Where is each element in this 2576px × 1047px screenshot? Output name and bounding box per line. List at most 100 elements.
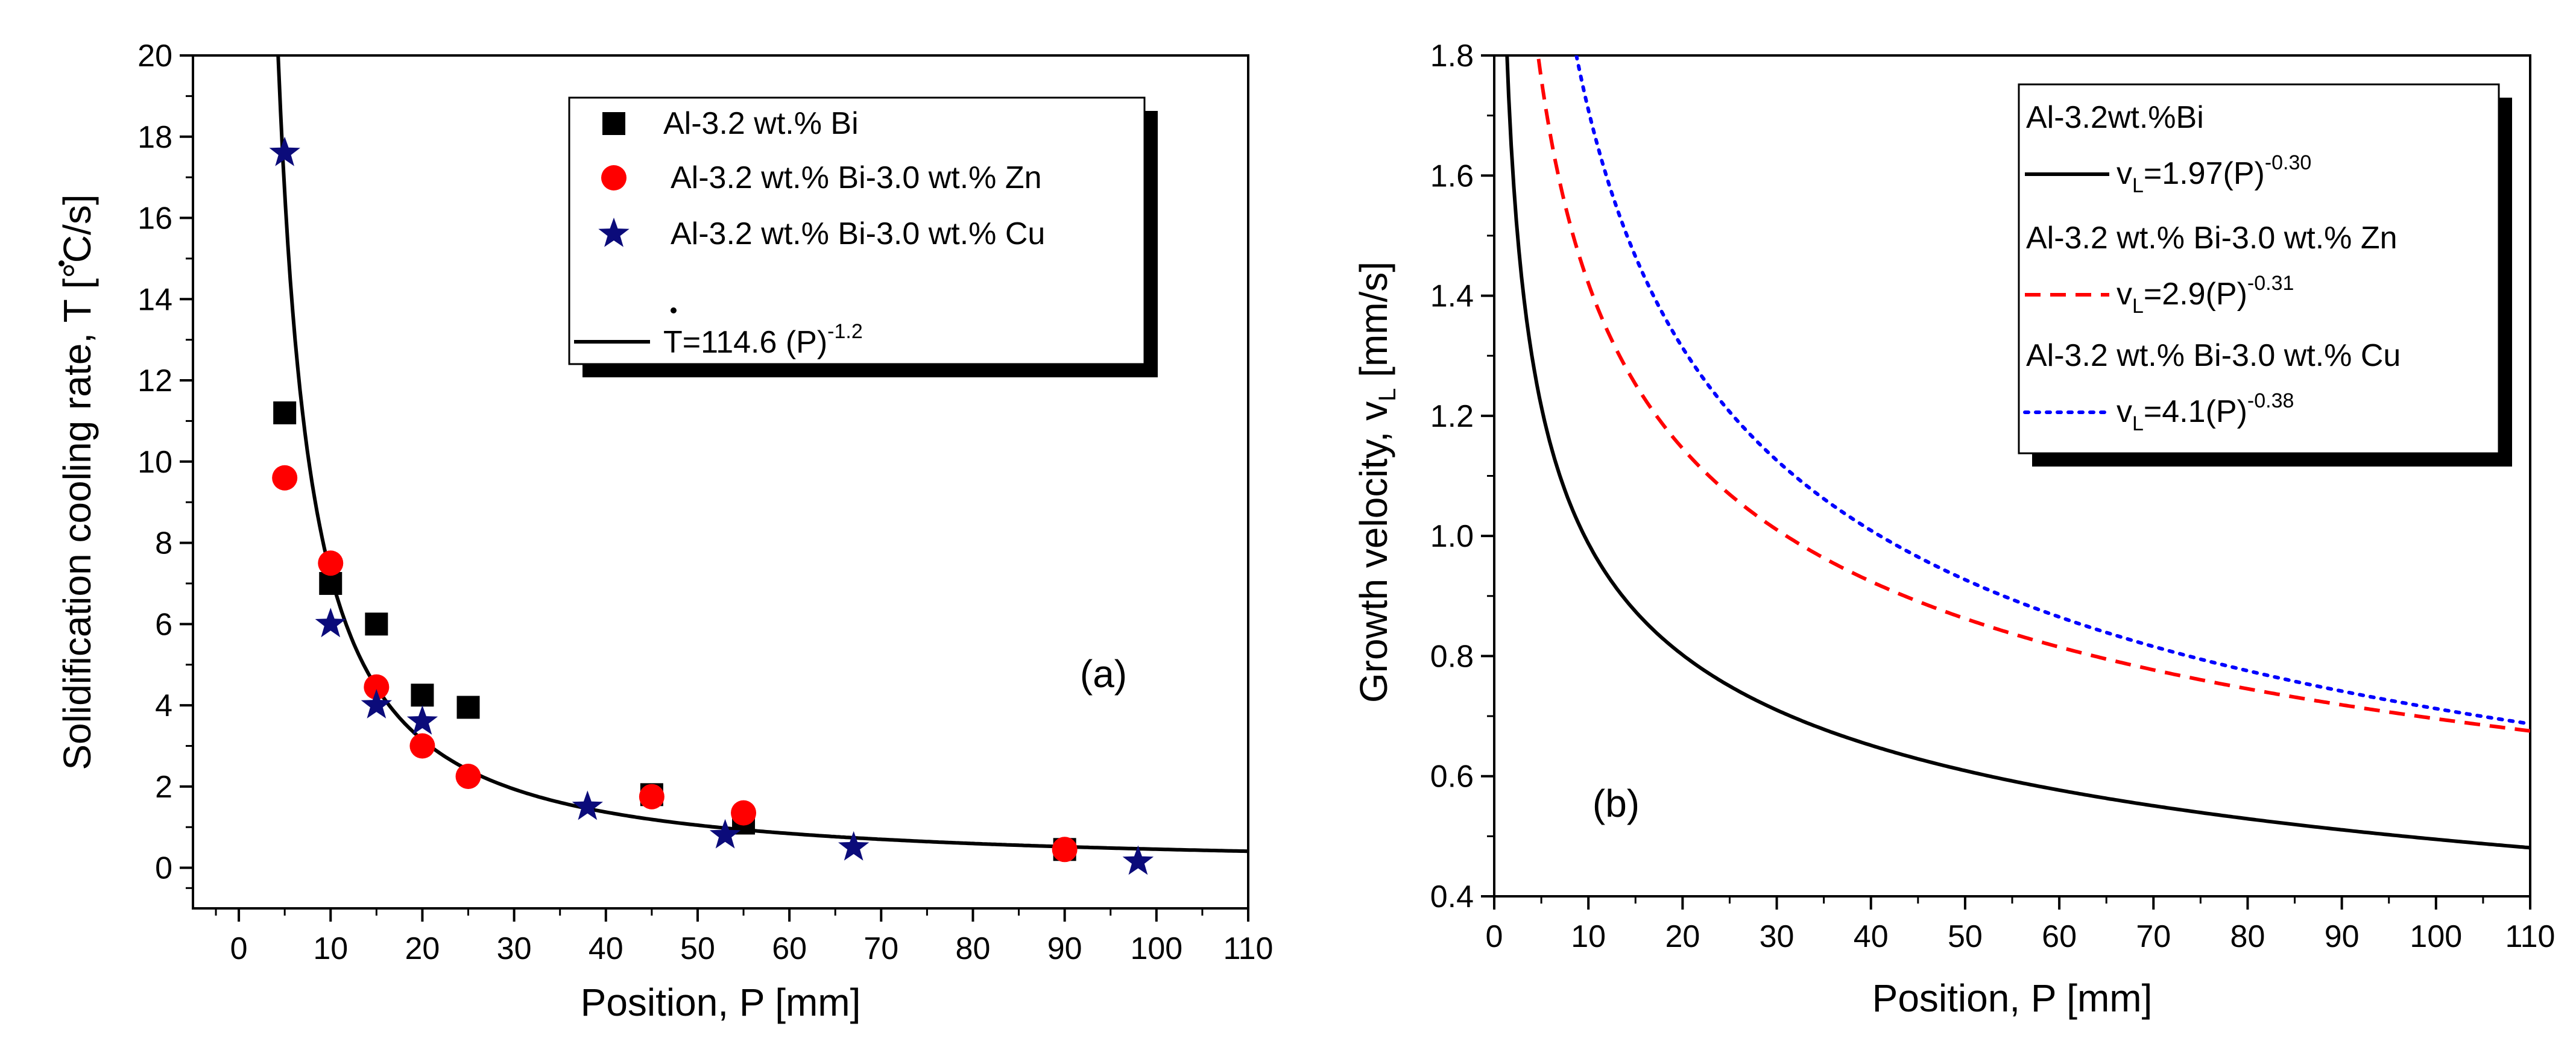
panel-a-marker-square [411,684,434,707]
panel-a-x-tick-label: 100 [1130,931,1182,966]
panel-a-y-tick-label: 8 [155,526,172,561]
panel-a-marker-square [365,612,388,636]
panel-a-marker-circle [639,784,665,810]
panel-b-legend-eq-zn-exp: -0.31 [2247,272,2294,295]
panel-a-marker-circle [731,800,757,826]
panel-a-legend-fit-exponent: -1.2 [827,320,863,343]
panel-b-curve-bi [1505,55,2530,850]
panel-a-x-ticks: 0 10 20 30 40 50 60 70 80 90 100 110 [215,908,1274,966]
panel-a-data-markers [269,136,1154,875]
panel-b-legend-title-bi: Al-3.2wt.%Bi [2026,100,2204,135]
panel-a-y-axis-label-main: Solidification cooling rate, [55,322,99,770]
panel-a-marker-star [1122,845,1154,875]
panel-a-legend-fit-symbol: T [663,325,683,360]
panel-b-y-ticks: 0.4 0.6 0.8 1.0 1.2 1.4 1.6 1.8 [1430,39,1494,914]
panel-a-marker-star [838,831,870,861]
panel-a-marker-star [572,790,603,820]
panel-a-label: (a) [1080,652,1127,696]
panel-a-legend-marker-star [598,218,630,247]
panel-a-marker-star [361,689,392,718]
panel-a-marker-circle [364,674,390,700]
panel-b-x-tick-label: 80 [2230,919,2265,954]
panel-a-x-tick-label: 50 [680,931,715,966]
panel-a-marker-circle [318,550,344,576]
panel-a-marker-square [273,401,297,424]
panel-b-y-tick-label: 1.0 [1430,519,1474,554]
panel-a-marker-star [709,819,741,849]
panel-a-marker-circle [409,733,435,759]
panel-b-x-tick-label: 70 [2136,919,2171,954]
panel-a-y-tick-label: 16 [137,201,172,236]
panel-b-legend-eq-bi-v: v [2117,156,2132,191]
panel-b-legend-eq-cu-body: =4.1(P) [2144,394,2247,429]
panel-b-y-axis-label-sub: L [1374,388,1401,401]
panel-b-legend-eq-zn-body: =2.9(P) [2144,277,2247,312]
panel-b-y-tick-label: 1.2 [1430,399,1474,434]
panel-b-legend-eq-zn-v: v [2117,277,2132,312]
panel-a-x-tick-label: 40 [589,931,623,966]
panel-b-legend-eq-cu-exp: -0.38 [2247,389,2294,412]
panel-a-y-ticks: 0 2 4 6 8 10 12 14 16 18 20 [137,39,193,889]
panel-b-legend-eq-zn: vL=2.9(P)-0.31 [2117,272,2294,318]
panel-b-x-tick-label: 60 [2042,919,2077,954]
panel-a-y-tick-label: 14 [137,282,172,317]
panel-b-growth-velocity-chart: 0 10 20 30 40 50 60 70 80 90 100 110 0.4 0.6 0.8 1.0 1.… [1352,39,2555,1020]
panel-b-x-tick-label: 40 [1854,919,1889,954]
panel-a-legend-markers [598,112,630,247]
panel-b-legend-eq-bi-exp: -0.30 [2265,151,2312,174]
panel-a-legend: Al-3.2 wt.% Bi Al-3.2 wt.% Bi-3.0 wt.% Z… [568,96,1158,377]
panel-a-x-tick-label: 90 [1047,931,1082,966]
panel-a-x-tick-label: 10 [313,931,348,966]
panel-b-x-tick-label: 0 [1486,919,1503,954]
panel-b-legend-eq-zn-sub: L [2132,295,2144,318]
panel-a-legend-fit-dot-accent [671,307,677,313]
panel-b-y-axis-label: Growth velocity, vL [mm/s] [1352,262,1401,703]
panel-a-x-tick-label: 110 [1223,931,1274,966]
panel-a-y-axis-label-symbol: T [55,300,99,322]
panel-b-curve-zn [1536,55,2530,733]
panel-a-y-tick-label: 6 [155,607,172,642]
panel-b-legend-box [2018,83,2500,454]
panel-a-y-tick-label: 20 [137,39,172,74]
panel-b-legend-eq-bi: vL=1.97(P)-0.30 [2117,151,2311,197]
panel-a-y-tick-label: 2 [155,770,172,805]
panel-b-x-tick-label: 20 [1665,919,1700,954]
panel-b-y-tick-label: 1.6 [1430,159,1474,193]
panel-a-legend-label-cu: Al-3.2 wt.% Bi-3.0 wt.% Cu [671,216,1045,251]
panel-a-y-axis-dot-accent [58,260,65,266]
panel-a-marker-star [315,608,346,638]
panel-a-marker-star [269,136,300,166]
panel-a-x-axis-label: Position, P [mm] [581,981,861,1024]
panel-a-y-axis-label-unit: [°C/s] [55,194,99,300]
panel-a-marker-circle [455,764,481,790]
panel-b-x-tick-label: 100 [2410,919,2462,954]
panel-a-y-tick-label: 4 [155,688,172,723]
panel-a-legend-label-zn: Al-3.2 wt.% Bi-3.0 wt.% Zn [671,160,1042,195]
panel-b-y-tick-label: 1.8 [1430,39,1474,74]
panel-b-x-tick-label: 110 [2505,919,2555,954]
panel-a-marker-circle [272,465,298,491]
panel-b-legend-title-cu: Al-3.2 wt.% Bi-3.0 wt.% Cu [2026,338,2401,373]
panel-a-y-tick-label: 18 [137,120,172,155]
panel-a-y-tick-label: 0 [155,851,172,886]
panel-b-x-ticks: 0 10 20 30 40 50 60 70 80 90 100 110 [1486,896,2555,954]
panel-a-legend-fit-label: T=114.6 (P)-1.2 [663,320,863,360]
panel-b-y-tick-label: 0.8 [1430,639,1474,674]
panel-a-legend-marker-circle [601,165,627,190]
panel-b-x-axis-label: Position, P [mm] [1872,976,2153,1020]
panel-b-x-tick-label: 10 [1571,919,1606,954]
panel-a-y-axis-label: Solidification cooling rate, T [°C/s] [55,194,99,770]
panel-b-x-tick-label: 30 [1760,919,1795,954]
panel-a-x-tick-label: 20 [405,931,440,966]
panel-b-legend-eq-bi-sub: L [2132,174,2144,197]
panel-a-marker-square [319,571,343,595]
panel-b-legend-eq-cu: vL=4.1(P)-0.38 [2117,389,2294,435]
panel-a-y-tick-label: 12 [137,363,172,398]
panel-b-legend-eq-cu-v: v [2117,394,2132,429]
panel-a-legend-fit-body: =114.6 (P) [683,325,827,360]
panel-b-legend-eq-cu-sub: L [2132,412,2144,435]
panel-a-legend-marker-square [602,112,625,135]
panel-b-y-tick-label: 0.6 [1430,759,1474,794]
panel-b-x-tick-label: 50 [1948,919,1983,954]
